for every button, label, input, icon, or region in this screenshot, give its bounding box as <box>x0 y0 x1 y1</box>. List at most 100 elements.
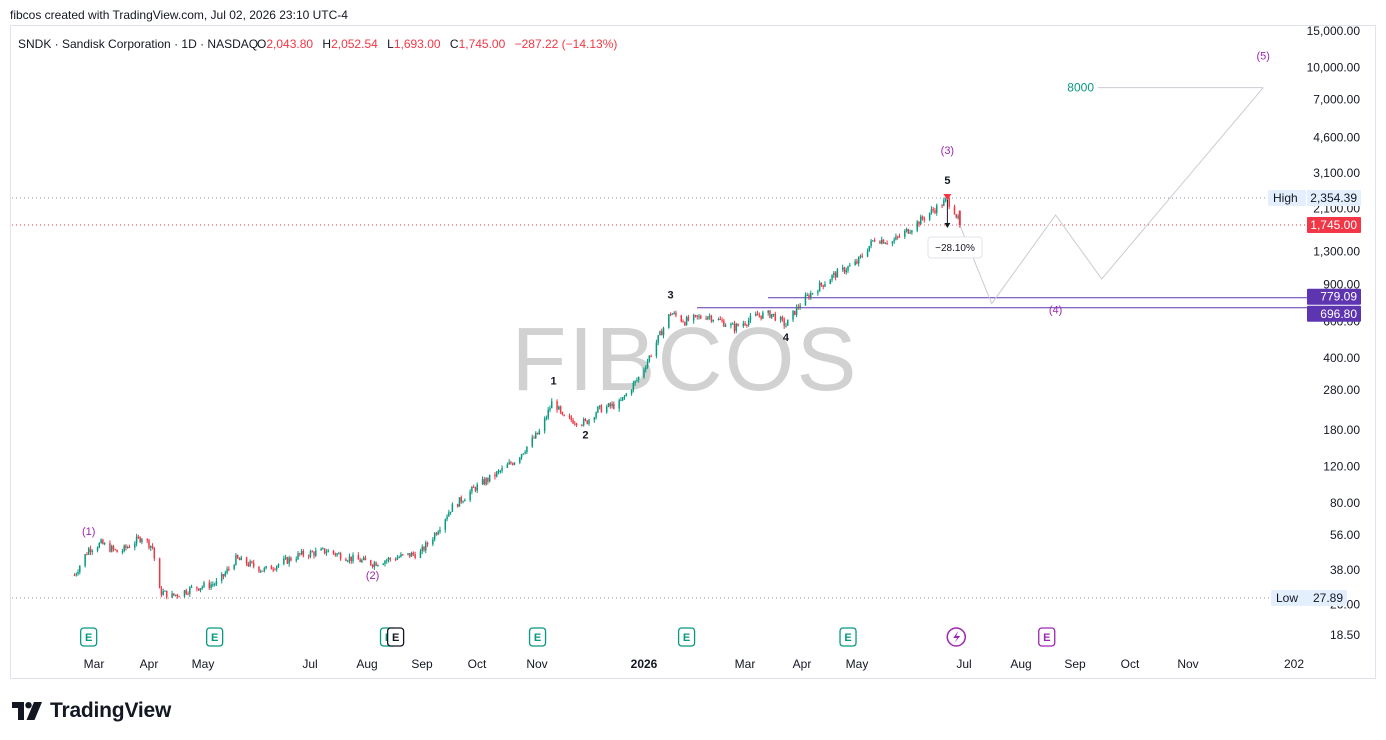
earnings-event-icon[interactable] <box>839 627 857 647</box>
candle-body <box>861 255 863 257</box>
earnings-event-icon[interactable] <box>528 627 547 647</box>
candle-body <box>112 546 115 550</box>
x-tick-label: Nov <box>526 657 547 671</box>
x-tick-label: Apr <box>793 657 812 671</box>
candle-body <box>880 239 883 244</box>
candle-body <box>506 464 509 468</box>
candle-body <box>586 420 588 424</box>
candle-body <box>396 557 399 560</box>
legend-symbol[interactable]: SNDK · Sandisk Corporation · 1D · NASDAQ <box>18 37 258 51</box>
candle-body <box>767 310 769 313</box>
candle-body <box>833 272 835 276</box>
legend-o-value: 2,043.80 <box>266 37 313 51</box>
tradingview-logo[interactable]: TradingView <box>12 699 171 723</box>
candle-body <box>574 423 576 425</box>
legend-c-label: C <box>450 37 459 51</box>
candle-body <box>373 562 376 567</box>
price-chart[interactable]: SNDK · Sandisk Corporation · 1D · NASDAQ… <box>0 0 1386 700</box>
candle-body <box>359 559 361 563</box>
candle-body <box>620 400 622 402</box>
candle-body <box>100 539 102 543</box>
candle-body <box>623 396 626 398</box>
candle-body <box>384 560 386 564</box>
candle-body <box>558 406 560 410</box>
candle-body <box>808 295 810 299</box>
candle-body <box>233 565 235 569</box>
candle-body <box>723 320 725 327</box>
candle-body <box>126 547 129 549</box>
candle-body <box>930 209 933 213</box>
earnings-event-icon[interactable] <box>1038 627 1056 647</box>
candle-body <box>671 313 674 315</box>
wave-label-9: (4) <box>1049 305 1062 317</box>
candle-body <box>432 539 434 545</box>
candle-body <box>772 313 775 315</box>
candle-body <box>944 198 947 201</box>
candle-body <box>593 417 596 420</box>
x-tick-label: Oct <box>1121 657 1140 671</box>
candle-body <box>794 310 796 315</box>
projection-path[interactable] <box>959 87 1264 305</box>
candle-body <box>928 212 931 220</box>
candle-body <box>297 553 299 560</box>
zone-lower-badge <box>1307 305 1361 322</box>
candle-body <box>854 261 856 266</box>
candle-body <box>600 405 603 413</box>
candle-body <box>657 335 659 343</box>
x-tick-label: Aug <box>1010 657 1031 671</box>
candle-body <box>394 559 397 561</box>
y-tick-label: 180.00 <box>1323 423 1360 437</box>
candle-body <box>423 546 425 551</box>
earnings-event-icon[interactable] <box>205 627 224 647</box>
candle-body <box>226 568 228 573</box>
candle-body <box>385 560 388 562</box>
candle-body <box>419 551 422 558</box>
candle-body <box>377 564 379 566</box>
y-tick-label: 56.00 <box>1330 528 1360 542</box>
candle-body <box>361 559 363 563</box>
candle-body <box>646 361 649 368</box>
zone-upper-value: 779.09 <box>1320 290 1357 304</box>
candle-body <box>400 554 402 557</box>
candle-body <box>645 367 647 370</box>
x-tick-label: 202 <box>1284 657 1304 671</box>
candle-body <box>904 230 906 237</box>
candle-body <box>597 406 599 413</box>
y-tick-label: 80.00 <box>1330 496 1360 510</box>
candle-body <box>309 551 312 557</box>
candle-body <box>843 267 846 273</box>
candle-body <box>836 269 839 278</box>
candle-body <box>918 221 920 225</box>
candle-body <box>474 487 477 491</box>
candle-body <box>870 240 872 246</box>
candle-body <box>270 566 273 570</box>
candle-body <box>682 321 684 323</box>
x-tick-label: May <box>192 657 215 671</box>
candle-body <box>680 315 683 322</box>
candle-body <box>817 291 819 294</box>
candle-body <box>797 306 800 308</box>
wave-label-6: 4 <box>783 332 790 344</box>
earnings-event-icon[interactable] <box>677 627 696 647</box>
candle-body <box>613 403 615 409</box>
legend-l-label: L <box>387 37 394 51</box>
candle-body <box>570 416 573 421</box>
candle-body <box>668 314 670 328</box>
candle-body <box>595 412 597 418</box>
x-tick-label: May <box>846 657 869 671</box>
candle-body <box>352 555 354 562</box>
candle-body <box>795 306 798 315</box>
earnings-event-label: E <box>844 632 851 644</box>
candle-body <box>609 403 612 407</box>
candle-body <box>446 516 448 520</box>
earnings-event-icon[interactable] <box>386 627 405 647</box>
candle-body <box>856 261 858 264</box>
earnings-event-icon[interactable] <box>80 627 98 647</box>
candle-body <box>747 320 750 325</box>
measure-label: −28.10% <box>935 243 975 254</box>
candle-body <box>538 430 541 435</box>
y-tick-label: 3,100.00 <box>1313 166 1360 180</box>
y-tick-label: 280.00 <box>1323 383 1360 397</box>
candle-body <box>501 467 503 471</box>
candle-body <box>139 537 141 542</box>
